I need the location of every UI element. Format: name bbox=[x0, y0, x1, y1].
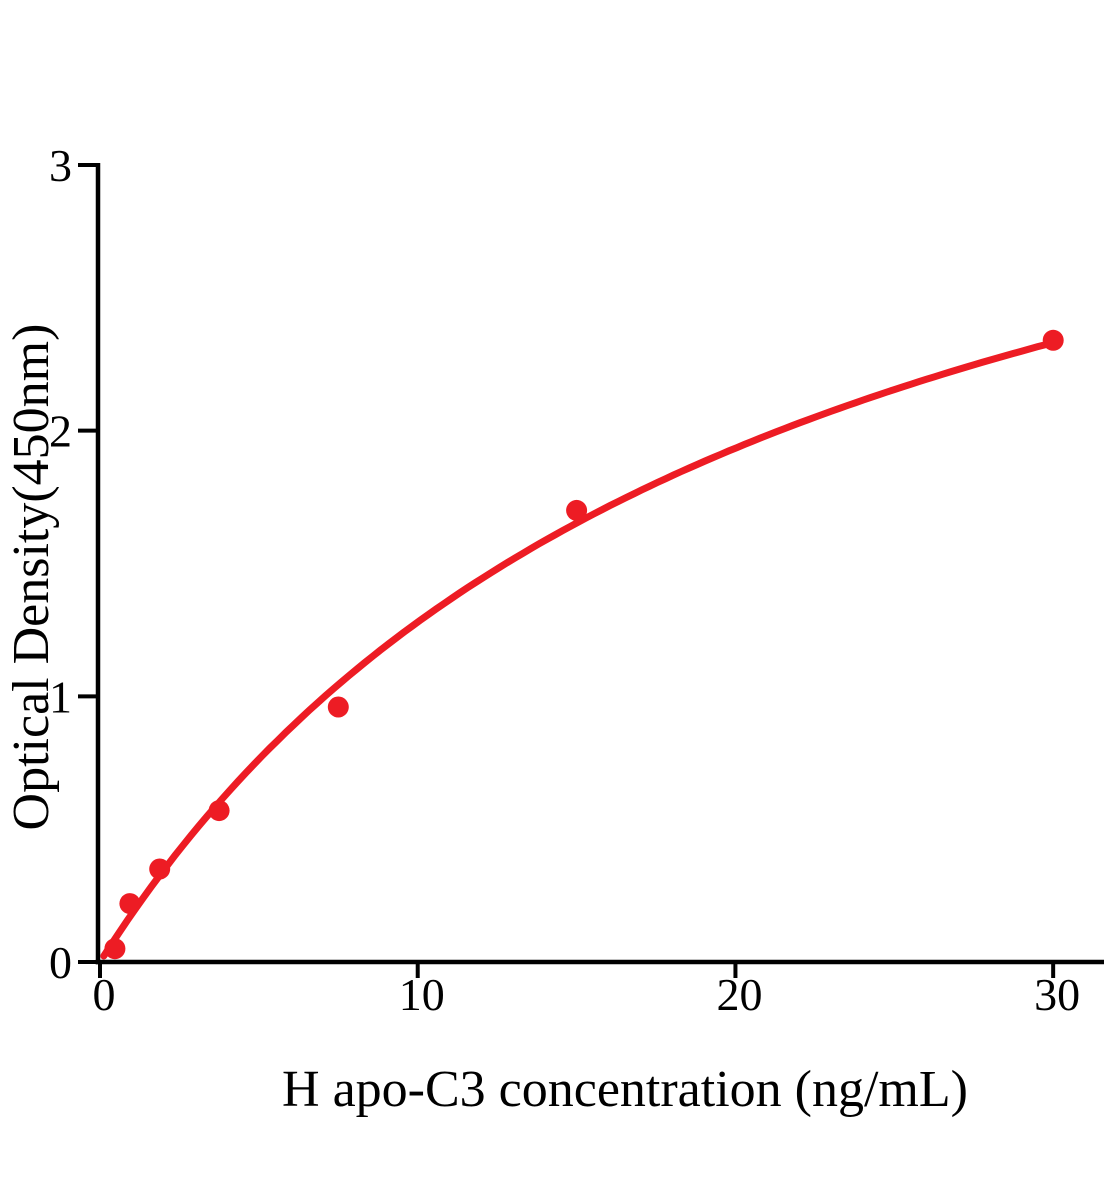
x-tick-label-0: 0 bbox=[93, 969, 116, 1020]
data-point-7.5 bbox=[327, 696, 349, 718]
fit-curve-group bbox=[100, 339, 1057, 960]
data-point-0.47 bbox=[104, 938, 126, 960]
data-points-group bbox=[104, 329, 1064, 960]
axes bbox=[95, 163, 1104, 965]
y-tick-label-3: 3 bbox=[49, 140, 72, 191]
data-point-3.75 bbox=[208, 800, 230, 822]
x-axis-title: H apo-C3 concentration (ng/mL) bbox=[282, 1061, 968, 1118]
data-point-0.94 bbox=[119, 893, 141, 915]
x-tick-label-30: 30 bbox=[1034, 969, 1080, 1020]
x-tick-label-10: 10 bbox=[399, 969, 445, 1020]
tick-labels: 0 10 20 30 0 1 2 3 bbox=[49, 140, 1080, 1020]
axis-ticks bbox=[78, 163, 1056, 978]
y-axis-title: Optical Density(450nm) bbox=[3, 324, 60, 831]
data-point-15 bbox=[566, 499, 588, 521]
data-point-1.88 bbox=[149, 858, 171, 880]
data-point-30 bbox=[1042, 329, 1064, 351]
fit-curve bbox=[100, 339, 1057, 960]
y-tick-label-0: 0 bbox=[49, 937, 72, 988]
y-tick-label-2: 2 bbox=[49, 406, 72, 457]
x-tick-label-20: 20 bbox=[716, 969, 762, 1020]
y-tick-label-1: 1 bbox=[49, 671, 72, 722]
